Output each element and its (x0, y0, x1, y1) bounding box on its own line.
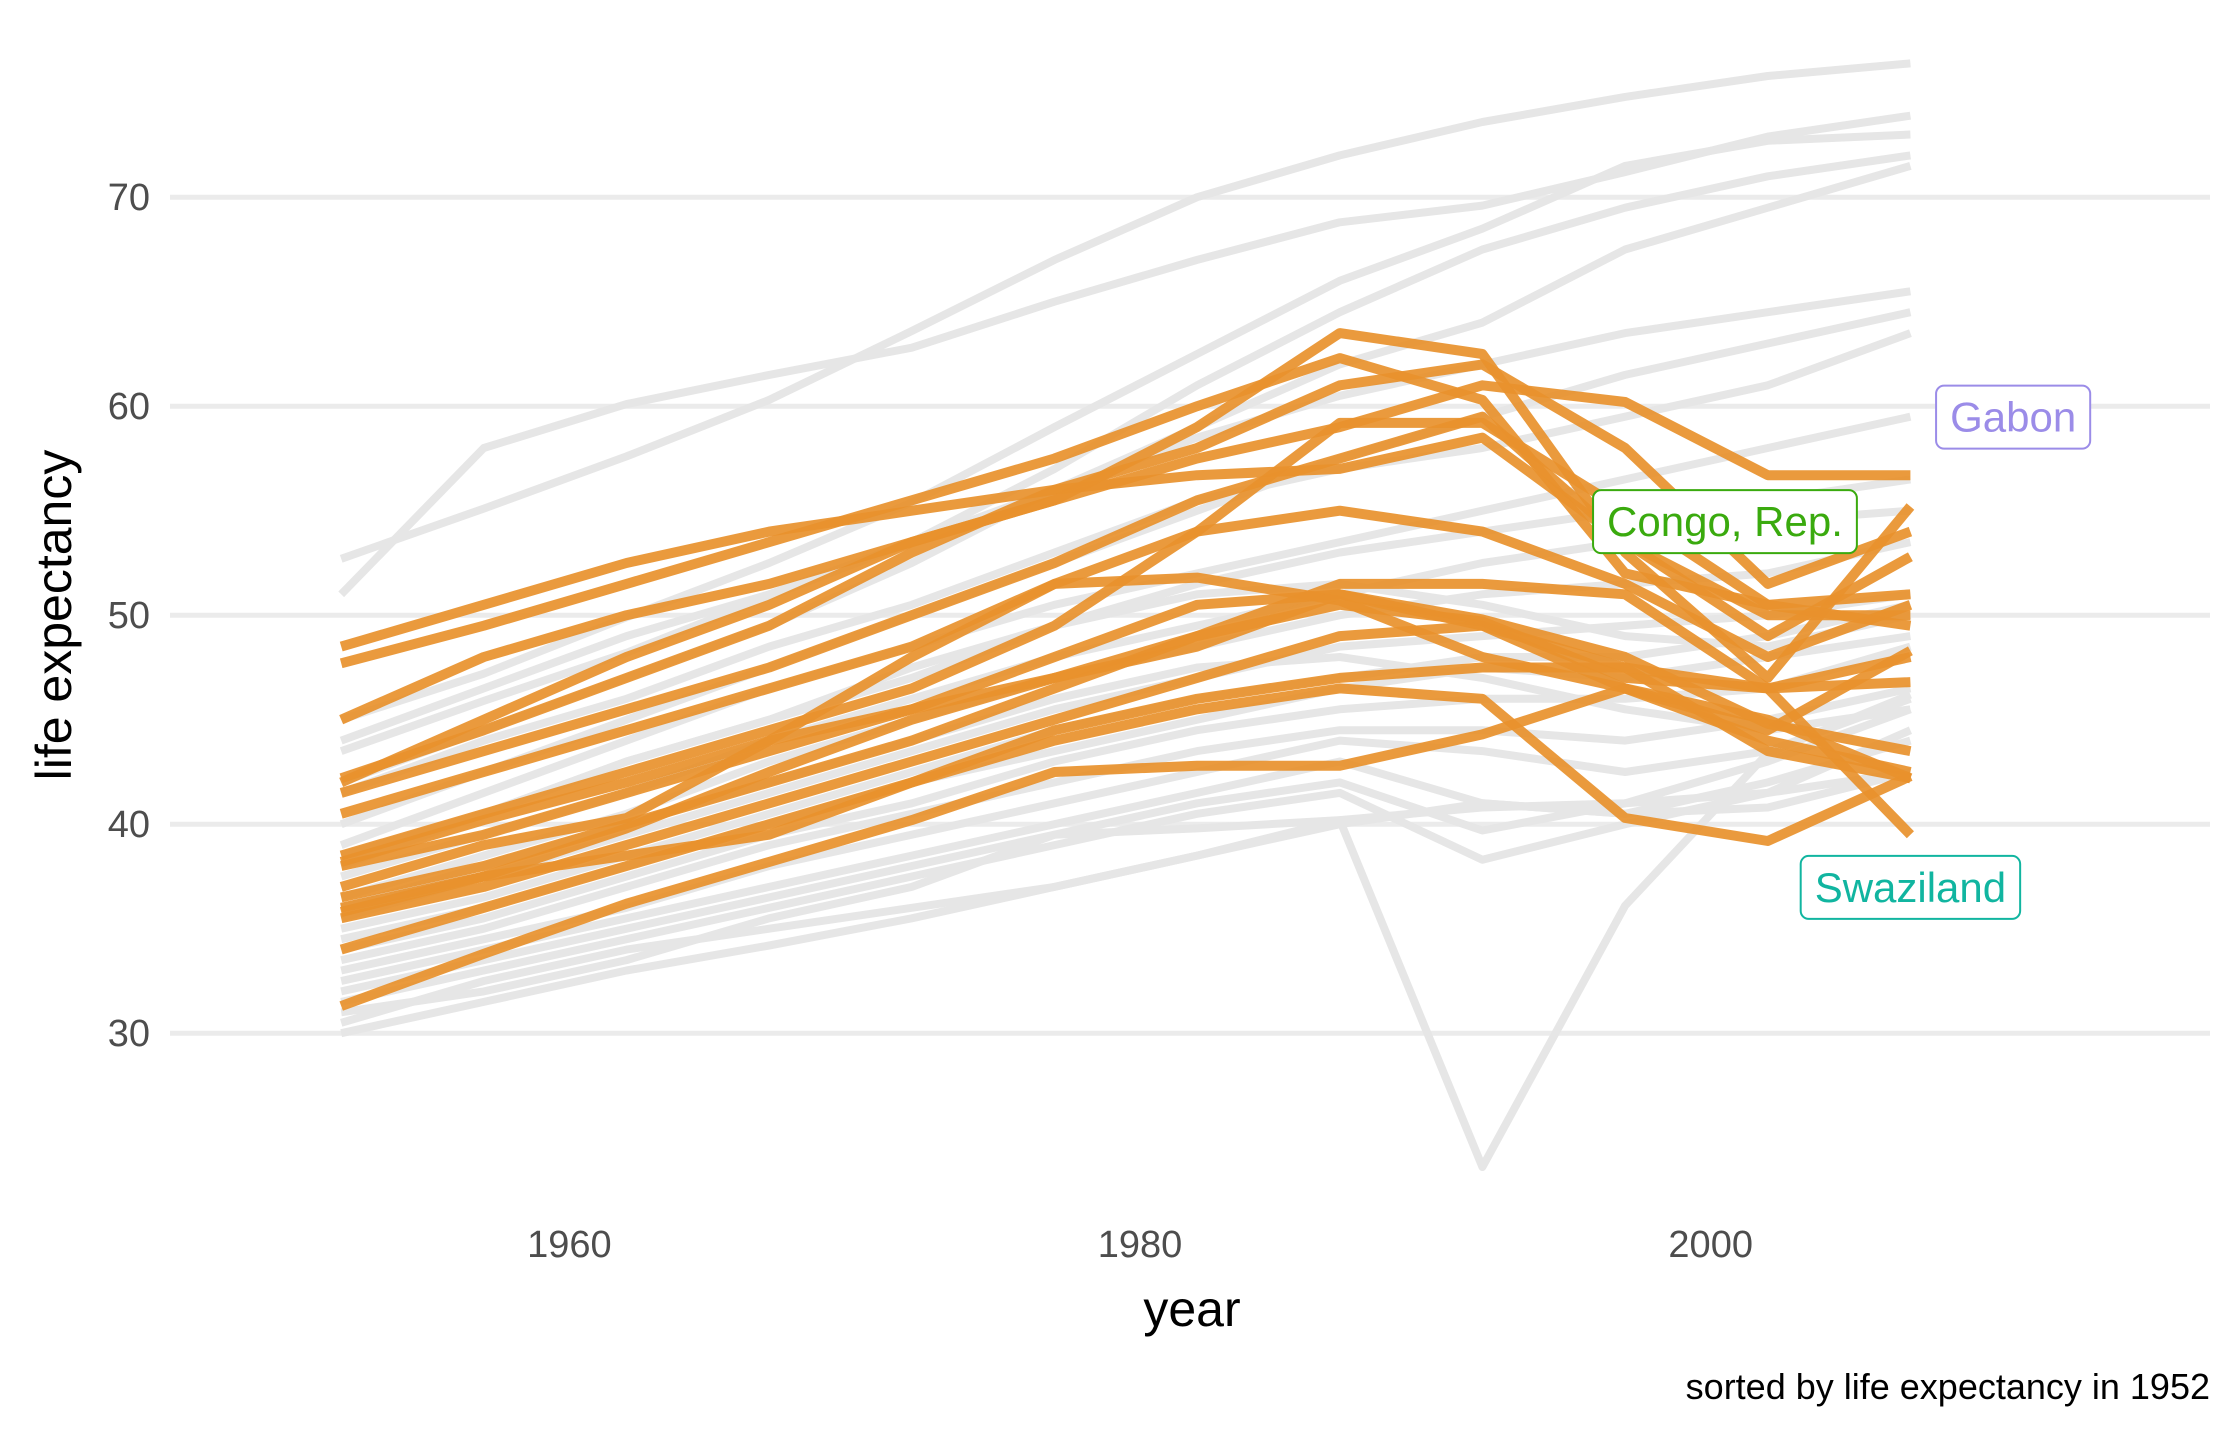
series-label-box (1592, 489, 1858, 555)
background-series-line (340, 690, 1912, 1171)
y-tick-label: 50 (108, 595, 150, 637)
y-tick-label: 70 (108, 177, 150, 219)
y-tick-label: 30 (108, 1013, 150, 1055)
background-series-line (339, 59, 1911, 563)
background-series-line (340, 736, 1912, 985)
series-label: Gabon (1935, 384, 2092, 450)
highlighted-series-line (339, 328, 1915, 787)
highlighted-series-line (339, 380, 1911, 725)
series-label-box (1799, 854, 2022, 920)
series-label: Congo, Rep. (1592, 489, 1858, 555)
series-label-box (1935, 384, 2092, 450)
highlighted-series-line (339, 505, 1913, 819)
x-tick-label: 2000 (1668, 1224, 1753, 1266)
highlighted-series-line (339, 411, 1913, 798)
x-axis-title: year (1143, 1281, 1240, 1337)
series-label-text: Swaziland (1815, 864, 2006, 911)
highlighted-series-line (339, 683, 1913, 1011)
y-tick-label: 40 (108, 804, 150, 846)
annotations: Gabon Congo, Rep. Swaziland (1592, 384, 2092, 920)
background-series-line (340, 705, 1912, 996)
background-series-line (340, 768, 1911, 1017)
highlighted-series-line (339, 683, 1913, 955)
background-series-line (340, 579, 1912, 860)
chart-caption: sorted by life expectancy in 1952 (1686, 1366, 2210, 1407)
series-label-text: Gabon (1950, 394, 2076, 441)
tick-labels: 30 40 50 60 70 1960 1980 2000 (108, 177, 1753, 1266)
series-label-text: Congo, Rep. (1607, 498, 1843, 545)
series-label: Swaziland (1799, 854, 2022, 920)
x-tick-label: 1980 (1098, 1224, 1183, 1266)
x-tick-label: 1960 (527, 1224, 612, 1266)
background-series-line (338, 111, 1911, 598)
highlighted-series-line (339, 599, 1911, 917)
y-tick-label: 60 (108, 386, 150, 428)
y-axis-title: life expectancy (26, 450, 82, 781)
highlighted-series-line (339, 589, 1912, 867)
